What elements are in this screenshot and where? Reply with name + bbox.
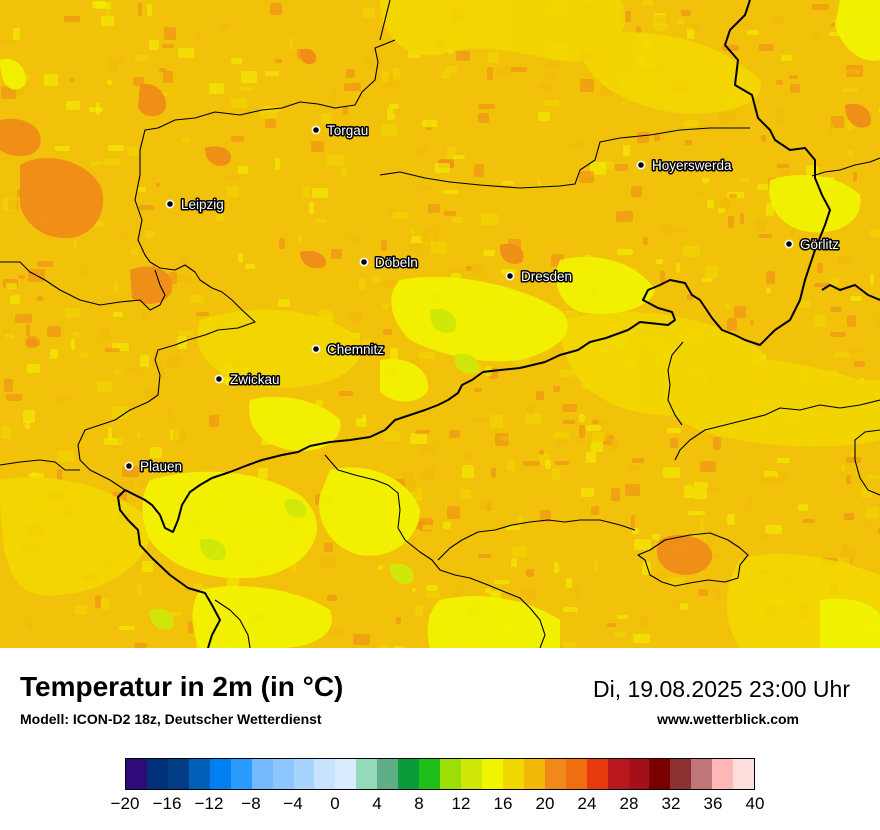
colorbar-tick-label: 16: [493, 794, 513, 813]
colorbar-tick-label: 40: [745, 794, 765, 813]
temperature-colorbar: [125, 758, 755, 790]
colorbar-cell: [586, 759, 608, 789]
city-torgau: Torgau: [311, 122, 370, 140]
colorbar-tick-label: 24: [577, 794, 597, 813]
colorbar-cell: [565, 759, 587, 789]
city-chemnitz: Chemnitz: [311, 341, 386, 359]
colorbar-cell: [502, 759, 524, 789]
city-label: Zwickau: [230, 372, 280, 387]
cooler-areas: [149, 308, 479, 630]
colorbar-tick-label: 20: [535, 794, 555, 813]
colorbar-cell: [272, 759, 294, 789]
colorbar-cell: [649, 759, 671, 789]
colorbar-ticks: −20 −16 −12 −8 −4 0 4 8 12 16 20 24 28 32 36 40: [111, 794, 765, 818]
colorbar-tick-label: −16: [152, 794, 182, 813]
colorbar-tick-label: −12: [194, 794, 224, 813]
colorbar-cell: [188, 759, 210, 789]
city-dot: [311, 125, 321, 135]
city-label: Torgau: [327, 123, 368, 138]
colorbar-tick-label: 0: [330, 794, 340, 813]
colorbar-cell: [209, 759, 231, 789]
colorbar-tick-label: −8: [241, 794, 261, 813]
colorbar-cell: [293, 759, 315, 789]
colorbar-cell: [440, 759, 461, 789]
colorbar-tick-label: 28: [619, 794, 639, 813]
colorbar-cell: [377, 759, 399, 789]
city-d-beln: Döbeln: [359, 254, 419, 272]
city-dot: [505, 271, 515, 281]
region-borders: [0, 0, 880, 648]
colorbar-cell: [733, 759, 755, 789]
colorbar-tick-label: 4: [372, 794, 382, 813]
colorbar-cell: [544, 759, 566, 789]
colorbar-tick-label: −4: [283, 794, 303, 813]
colorbar-cell: [523, 759, 545, 789]
colorbar-cell: [314, 759, 336, 789]
warm-areas: [0, 48, 871, 575]
city-dot: [636, 160, 646, 170]
model-info: Modell: ICON-D2 18z, Deutscher Wetterdie…: [20, 711, 322, 727]
mild-areas: [0, 0, 880, 648]
city-label: Plauen: [140, 459, 182, 474]
city-dot: [124, 461, 134, 471]
city-plauen: Plauen: [124, 458, 184, 476]
city-zwickau: Zwickau: [214, 371, 281, 389]
city-dot: [311, 344, 321, 354]
temperature-map: Torgau Hoyerswerda Leipzig Görlitz Döbeln Dre…: [0, 0, 880, 648]
colorbar-cell: [167, 759, 189, 789]
city-g-rlitz: Görlitz: [784, 236, 841, 254]
colorbar-cell: [628, 759, 650, 789]
colorbar-cell: [419, 759, 441, 789]
country-borders: [117, 0, 880, 648]
colorbar-cell: [398, 759, 420, 789]
colorbar-tick-label: 36: [703, 794, 723, 813]
city-dot: [165, 199, 175, 209]
colorbar-cell: [712, 759, 734, 789]
city-label: Döbeln: [375, 255, 418, 270]
colorbar-tick-label: 32: [661, 794, 681, 813]
colorbar-tick-label: −20: [110, 794, 140, 813]
forecast-datetime: Di, 19.08.2025 23:00 Uhr: [592, 676, 850, 702]
city-label: Görlitz: [800, 237, 839, 252]
city-dot: [359, 257, 369, 267]
city-dresden: Dresden: [505, 268, 574, 286]
colorbar-cell: [251, 759, 273, 789]
colorbar-cell: [126, 759, 147, 789]
colorbar-cell: [461, 759, 482, 789]
city-label: Hoyerswerda: [652, 158, 732, 173]
colorbar-cell: [356, 759, 378, 789]
colorbar-tick-label: 8: [414, 794, 424, 813]
colorbar-cell: [230, 759, 252, 789]
city-dot: [784, 239, 794, 249]
website-link[interactable]: www.wetterblick.com: [657, 711, 799, 727]
colorbar-cell: [670, 759, 692, 789]
city-label: Leipzig: [181, 197, 224, 212]
colorbar-cell: [607, 759, 629, 789]
colorbar-cell: [691, 759, 713, 789]
colorbar-cell: [146, 759, 168, 789]
colorbar-cell: [481, 759, 503, 789]
city-label: Dresden: [521, 269, 572, 284]
colorbar-cell: [335, 759, 357, 789]
colorbar-tick-label: 12: [451, 794, 471, 813]
city-markers: Torgau Hoyerswerda Leipzig Görlitz Döbeln Dre…: [124, 122, 841, 476]
city-hoyerswerda: Hoyerswerda: [636, 157, 734, 175]
city-label: Chemnitz: [327, 342, 384, 357]
cool-areas: [0, 0, 880, 648]
city-dot: [214, 374, 224, 384]
city-leipzig: Leipzig: [165, 196, 225, 214]
map-title: Temperatur in 2m (in °C): [20, 671, 344, 702]
